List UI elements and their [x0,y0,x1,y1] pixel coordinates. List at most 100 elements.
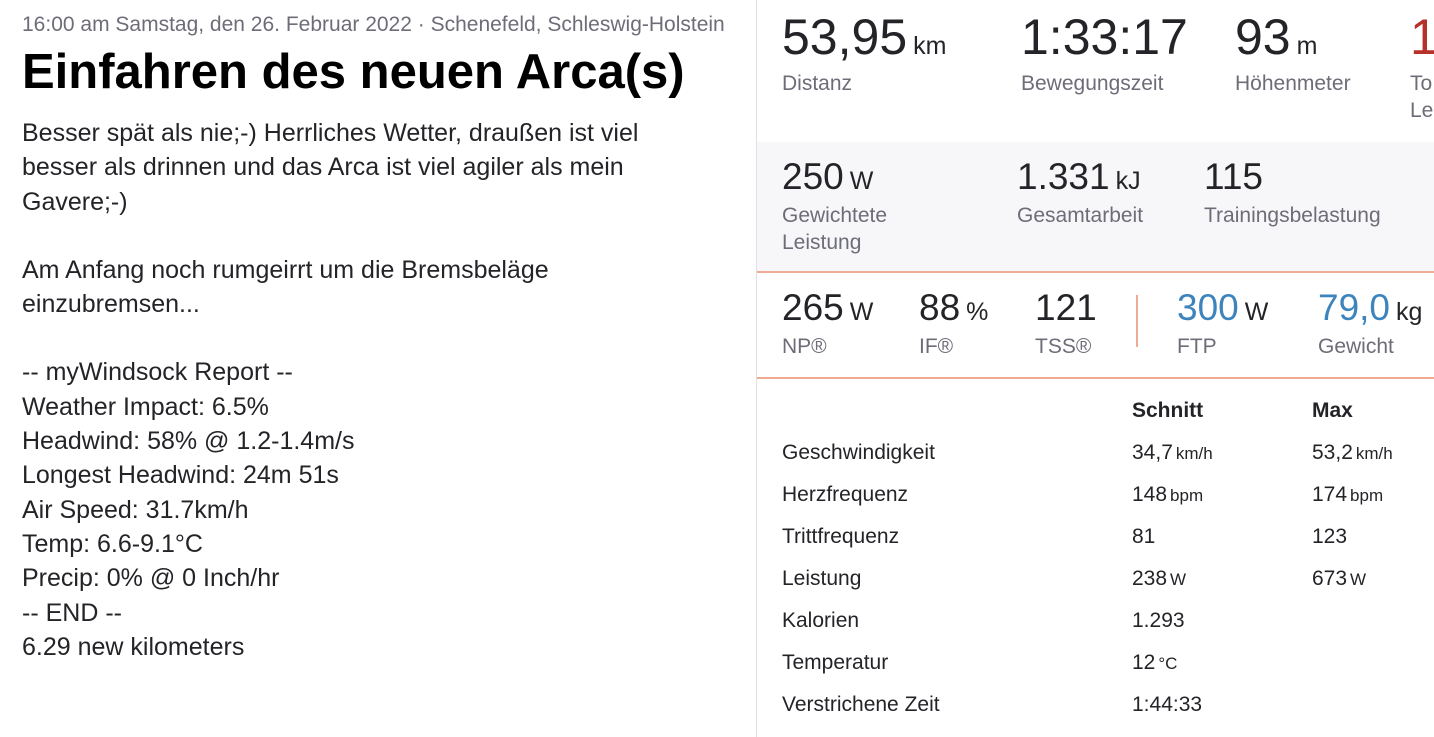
unit: W [849,167,874,195]
stat-value: 1 [1410,8,1434,66]
stats-panel: 250 W Gewichtete Leistung 1.331 kJ Gesamtarbei… [756,0,1434,737]
label-line: To [1410,72,1433,95]
text-line: Longest Headwind: 24m 51s [22,461,339,490]
unit: W [1170,570,1187,589]
row-name: Geschwindigkeit [782,441,935,464]
text-line: besser als drinnen und das Arca ist viel… [22,153,624,182]
row-value: 81 [1132,525,1155,549]
stat-value: 93 m [1235,8,1317,66]
text-line: -- END -- [22,598,122,627]
power-stats: 265 W NP® 88% IF® 121 TSS® 300 W FTP 79,0 kg Gewicht [757,273,1434,379]
activity-meta: 16:00 am Samstag, den 26. Februar 2022 ·… [22,13,725,36]
row-name: Verstrichene Zeit [782,693,940,716]
row-name: Temperatur [782,651,889,674]
stat-value: 53,95 km [782,8,946,66]
value: 1:44:33 [1132,693,1203,716]
value: 81 [1132,525,1156,548]
paragraph: Am Anfang noch rumgeirrt um die Bremsbel… [22,253,742,322]
text-line: -- myWindsock Report -- [22,358,293,387]
table-header: Max [1312,399,1353,422]
value: 53,95 [782,9,908,65]
row-value: 238 W [1132,567,1186,591]
row-value: 1.293 [1132,609,1185,633]
label-line: Le [1410,99,1434,122]
value: 53,2 [1312,441,1353,464]
stat-value: 1:33:17 [1021,8,1188,66]
stat-value: 79,0 kg [1318,287,1422,329]
value: 265 [782,287,844,328]
value: 250 [782,156,844,197]
value: 673 [1312,567,1348,590]
value: 238 [1132,567,1168,590]
value: 88 [919,287,961,328]
label-line: Gesamtarbeit [1017,204,1144,227]
stat-label: FTP [1177,335,1217,358]
unit: km [913,32,947,60]
row-name: Leistung [782,567,862,590]
value: 79,0 [1318,287,1391,328]
text-line: 6.29 new kilometers [22,632,245,661]
paragraph: -- myWindsock Report -- Weather Impact: 6… [22,355,742,664]
text-line: Headwind: 58% @ 1.2-1.4m/s [22,427,355,456]
label-line: Gewichtete [782,204,888,227]
row-value: 174 bpm [1312,483,1383,507]
value: 121 [1035,287,1097,328]
row-name: Trittfrequenz [782,525,900,548]
stat-label: IF® [919,335,954,358]
text-line: Am Anfang noch rumgeirrt um die Bremsbel… [22,255,549,284]
value: 300 [1177,287,1239,328]
value: 148 [1132,483,1168,506]
row-value: 53,2 km/h [1312,441,1393,465]
stat-label: Gewicht [1318,335,1394,358]
unit: W [1350,570,1367,589]
value: 115 [1204,156,1263,197]
unit: m [1296,32,1318,60]
row-value: 12 °C [1132,651,1177,675]
label-line: Trainingsbelastung [1204,204,1381,227]
unit: % [966,298,989,326]
stat-label: Trainingsbelastung [1204,202,1381,229]
value: 174 [1312,483,1348,506]
row-name: Kalorien [782,609,860,632]
value: 1.331 [1017,156,1110,197]
value: 93 [1235,9,1291,65]
stat-label: Höhenmeter [1235,70,1351,97]
unit: km/h [1175,444,1213,463]
value: 12 [1132,651,1156,674]
activity-title: Einfahren des neuen Arca(s) [22,45,685,99]
stat-label: NP® [782,335,827,358]
row-name: Herzfrequenz [782,483,909,506]
label-line: Höhenmeter [1235,72,1351,95]
text-line: Gavere;-) [22,187,128,216]
value: 1.293 [1132,609,1185,632]
divider [1136,295,1138,347]
stat-label: Gesamtarbeit [1017,202,1143,229]
row-value: 123 [1312,525,1347,549]
paragraph: Besser spät als nie;-) Herrliches Wetter… [22,116,742,219]
unit: W [849,298,874,326]
label-line: Bewegungszeit [1021,72,1164,95]
unit: °C [1158,654,1178,673]
unit: bpm [1170,486,1204,505]
unit: bpm [1350,486,1384,505]
stat-label: Bewegungszeit [1021,70,1163,97]
stat-label: Gewichtete Leistung [782,202,887,256]
stat-value: 121 [1035,287,1097,329]
stat-value: 115 [1204,156,1263,198]
stat-value: 1.331 kJ [1017,156,1141,198]
secondary-stats: 250 W Gewichtete Leistung 1.331 kJ Gesamtarbei… [757,142,1434,273]
unit: km/h [1355,444,1393,463]
stat-value: 88% [919,287,988,329]
label-line: Leistung [782,231,862,254]
stat-label: Distanz [782,70,852,97]
value: 1 [1410,9,1434,65]
unit: W [1244,298,1269,326]
row-value: 148 bpm [1132,483,1203,507]
value: 1:33:17 [1021,9,1188,65]
stat-value: 265 W [782,287,873,329]
stat-value: 250 W [782,156,873,198]
table-header: Schnitt [1132,399,1204,422]
row-value: 673 W [1312,567,1366,591]
stat-label: TSS® [1035,335,1092,358]
